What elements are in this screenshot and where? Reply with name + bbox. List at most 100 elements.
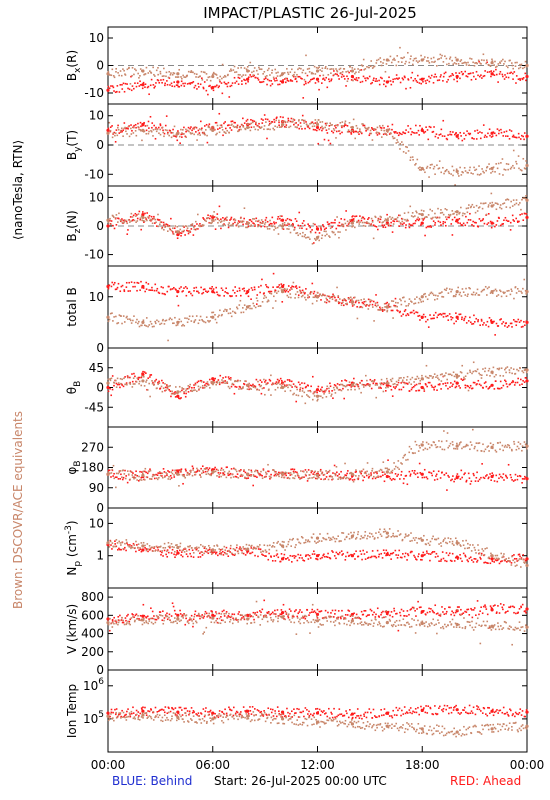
data-point bbox=[141, 379, 145, 383]
data-point bbox=[246, 551, 249, 554]
data-point bbox=[106, 381, 110, 385]
data-point bbox=[154, 75, 156, 77]
data-point bbox=[167, 478, 170, 480]
data-point bbox=[405, 87, 407, 90]
data-point bbox=[187, 391, 190, 393]
data-point bbox=[214, 218, 217, 221]
data-point bbox=[239, 546, 241, 548]
data-point bbox=[281, 227, 284, 230]
data-point bbox=[158, 382, 161, 384]
data-point bbox=[401, 463, 403, 465]
series-dscovr bbox=[106, 118, 529, 186]
data-point bbox=[524, 167, 527, 170]
data-point bbox=[231, 295, 233, 297]
data-point bbox=[121, 322, 123, 325]
data-point bbox=[173, 322, 175, 325]
data-point bbox=[253, 120, 256, 123]
data-point bbox=[423, 132, 425, 134]
data-point bbox=[131, 85, 134, 87]
data-point bbox=[352, 225, 354, 227]
data-point bbox=[237, 73, 240, 76]
data-point bbox=[417, 167, 420, 169]
data-point bbox=[300, 477, 303, 479]
data-point bbox=[332, 551, 334, 553]
data-point bbox=[388, 133, 391, 135]
data-point bbox=[128, 382, 131, 384]
data-point bbox=[117, 282, 120, 285]
data-point bbox=[390, 388, 393, 391]
data-point bbox=[161, 227, 163, 230]
data-point bbox=[113, 472, 115, 475]
data-point bbox=[350, 383, 355, 387]
data-point bbox=[362, 468, 365, 471]
data-point bbox=[119, 70, 122, 72]
data-point bbox=[435, 473, 438, 476]
data-point bbox=[165, 71, 168, 74]
data-point bbox=[242, 126, 245, 128]
data-point bbox=[166, 224, 169, 226]
data-point bbox=[273, 223, 276, 225]
data-point bbox=[487, 213, 490, 215]
data-point bbox=[376, 470, 378, 473]
data-point bbox=[120, 285, 123, 288]
data-point bbox=[255, 69, 258, 72]
data-point bbox=[253, 218, 256, 220]
data-point bbox=[319, 390, 321, 392]
data-point bbox=[208, 85, 210, 88]
data-point bbox=[403, 222, 405, 224]
data-point bbox=[342, 384, 345, 387]
data-point bbox=[181, 132, 183, 134]
data-point bbox=[385, 549, 388, 552]
data-point bbox=[446, 81, 448, 83]
data-point bbox=[451, 59, 453, 62]
data-point bbox=[348, 472, 351, 475]
data-point bbox=[340, 550, 343, 552]
data-point bbox=[495, 322, 498, 325]
data-point bbox=[448, 172, 451, 175]
data-point bbox=[235, 476, 238, 478]
data-point bbox=[506, 326, 509, 328]
data-point bbox=[333, 384, 336, 386]
data-point bbox=[382, 461, 385, 463]
data-point bbox=[398, 311, 401, 314]
data-point bbox=[322, 74, 325, 77]
data-point bbox=[454, 295, 457, 298]
data-point bbox=[248, 76, 250, 79]
data-point bbox=[184, 476, 187, 479]
data-point bbox=[229, 378, 232, 381]
data-point bbox=[313, 471, 316, 474]
data-point bbox=[330, 68, 333, 70]
data-point bbox=[113, 90, 115, 92]
data-point bbox=[358, 381, 361, 384]
data-point bbox=[395, 218, 398, 220]
data-point bbox=[435, 75, 438, 78]
data-point bbox=[283, 125, 286, 128]
data-point bbox=[142, 370, 144, 373]
data-point bbox=[165, 115, 168, 117]
data-point bbox=[206, 467, 208, 469]
data-point bbox=[234, 82, 236, 84]
data-point bbox=[396, 384, 399, 386]
data-point bbox=[216, 124, 219, 127]
data-point bbox=[189, 83, 192, 85]
data-point bbox=[408, 223, 411, 225]
data-point bbox=[406, 51, 409, 54]
data-point bbox=[452, 63, 455, 65]
data-point bbox=[371, 306, 374, 308]
data-point bbox=[288, 472, 290, 474]
data-point bbox=[500, 387, 503, 389]
data-point bbox=[499, 204, 502, 206]
data-point bbox=[129, 383, 132, 385]
data-point bbox=[462, 171, 464, 174]
data-point bbox=[270, 80, 273, 82]
data-point bbox=[149, 468, 151, 471]
data-point bbox=[502, 321, 505, 323]
data-point bbox=[505, 163, 508, 165]
data-point bbox=[293, 472, 295, 474]
data-point bbox=[217, 221, 219, 224]
data-point bbox=[428, 446, 431, 449]
data-point bbox=[189, 470, 191, 472]
data-point bbox=[274, 560, 277, 562]
data-point bbox=[402, 143, 404, 146]
